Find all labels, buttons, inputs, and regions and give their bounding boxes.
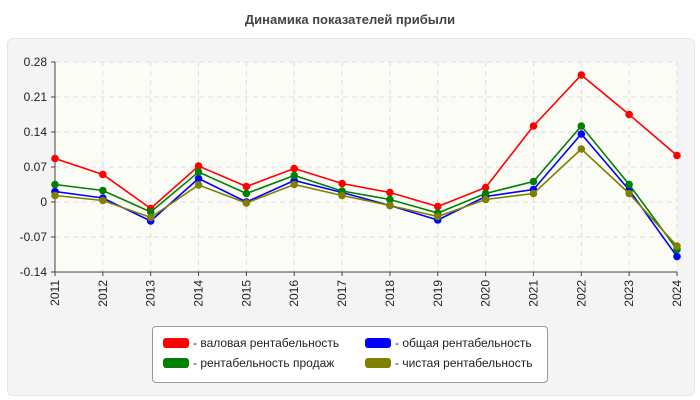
x-tick-label: 2021 bbox=[526, 280, 540, 307]
data-point bbox=[338, 179, 346, 188]
data-point bbox=[99, 186, 107, 195]
data-point bbox=[146, 208, 155, 216]
data-point bbox=[529, 122, 538, 130]
data-point bbox=[386, 201, 394, 210]
legend-label: - рентабельность продаж bbox=[193, 356, 335, 370]
y-tick-label: 0.07 bbox=[24, 160, 48, 174]
data-point bbox=[242, 199, 251, 207]
data-point bbox=[386, 188, 394, 197]
data-point bbox=[673, 252, 681, 261]
data-point bbox=[242, 189, 251, 198]
series-line bbox=[54, 73, 678, 210]
data-point bbox=[242, 182, 251, 191]
data-point bbox=[577, 145, 586, 153]
data-point bbox=[146, 213, 155, 222]
legend-item: - общая рентабельность bbox=[365, 336, 532, 350]
x-tick-label: 2014 bbox=[192, 280, 206, 307]
data-point bbox=[577, 130, 586, 138]
data-point bbox=[625, 189, 633, 198]
data-point bbox=[433, 202, 442, 211]
chart-title: Динамика показателей прибыли bbox=[244, 12, 456, 27]
x-tick-label: 2013 bbox=[144, 280, 158, 307]
data-point bbox=[673, 151, 681, 160]
data-point bbox=[194, 168, 203, 176]
legend-swatch bbox=[365, 338, 391, 348]
data-point bbox=[625, 110, 633, 119]
data-point bbox=[529, 189, 538, 198]
data-point bbox=[194, 162, 203, 170]
legend-item: - рентабельность продаж bbox=[163, 356, 334, 370]
legend-label: - общая рентабельность bbox=[395, 336, 532, 350]
data-point bbox=[433, 212, 442, 221]
x-tick-label: 2020 bbox=[479, 280, 493, 307]
data-point bbox=[529, 177, 538, 186]
x-tick-label: 2016 bbox=[287, 280, 301, 307]
data-point bbox=[577, 71, 586, 79]
legend-item: - валовая рентабельность bbox=[163, 336, 339, 350]
series-line bbox=[54, 124, 678, 250]
x-tick-label: 2015 bbox=[239, 280, 253, 307]
data-point bbox=[290, 171, 299, 180]
y-tick-label: -0.14 bbox=[20, 265, 48, 279]
data-point bbox=[481, 189, 490, 198]
data-point bbox=[194, 174, 203, 183]
y-tick-label: 0.21 bbox=[24, 90, 48, 104]
data-point bbox=[673, 242, 681, 250]
data-point bbox=[481, 183, 490, 192]
data-point bbox=[625, 180, 633, 189]
data-point bbox=[577, 122, 586, 130]
legend-item: - чистая рентабельность bbox=[365, 356, 532, 370]
data-point bbox=[51, 191, 59, 200]
data-point bbox=[481, 195, 490, 204]
y-tick-label: 0.14 bbox=[24, 125, 48, 139]
y-tick-label: -0.07 bbox=[20, 230, 48, 244]
legend-swatch bbox=[163, 358, 189, 368]
x-tick-label: 2017 bbox=[335, 280, 349, 307]
series-line bbox=[54, 147, 678, 247]
x-tick-label: 2012 bbox=[96, 280, 110, 307]
x-tick-label: 2022 bbox=[574, 280, 588, 307]
x-tick-label: 2024 bbox=[670, 280, 684, 307]
data-point bbox=[386, 195, 394, 204]
x-tick-label: 2019 bbox=[431, 280, 445, 307]
y-tick-label: 0.28 bbox=[24, 55, 48, 69]
data-point bbox=[290, 180, 299, 189]
data-point bbox=[338, 191, 346, 200]
series-line bbox=[54, 132, 678, 257]
legend-swatch bbox=[163, 338, 189, 348]
data-point bbox=[194, 181, 203, 189]
x-tick-label: 2018 bbox=[383, 280, 397, 307]
x-tick-label: 2011 bbox=[48, 280, 62, 306]
data-point bbox=[99, 196, 107, 205]
x-tick-label: 2023 bbox=[622, 280, 636, 307]
data-point bbox=[99, 170, 107, 179]
legend-label: - чистая рентабельность bbox=[395, 356, 533, 370]
legend-swatch bbox=[365, 358, 391, 368]
data-point bbox=[51, 154, 59, 163]
y-tick-label: 0 bbox=[40, 195, 47, 209]
data-point bbox=[290, 164, 299, 173]
legend-label: - валовая рентабельность bbox=[193, 336, 340, 350]
legend: - валовая рентабельность - общая рентабе… bbox=[152, 326, 548, 383]
data-point bbox=[51, 180, 59, 189]
